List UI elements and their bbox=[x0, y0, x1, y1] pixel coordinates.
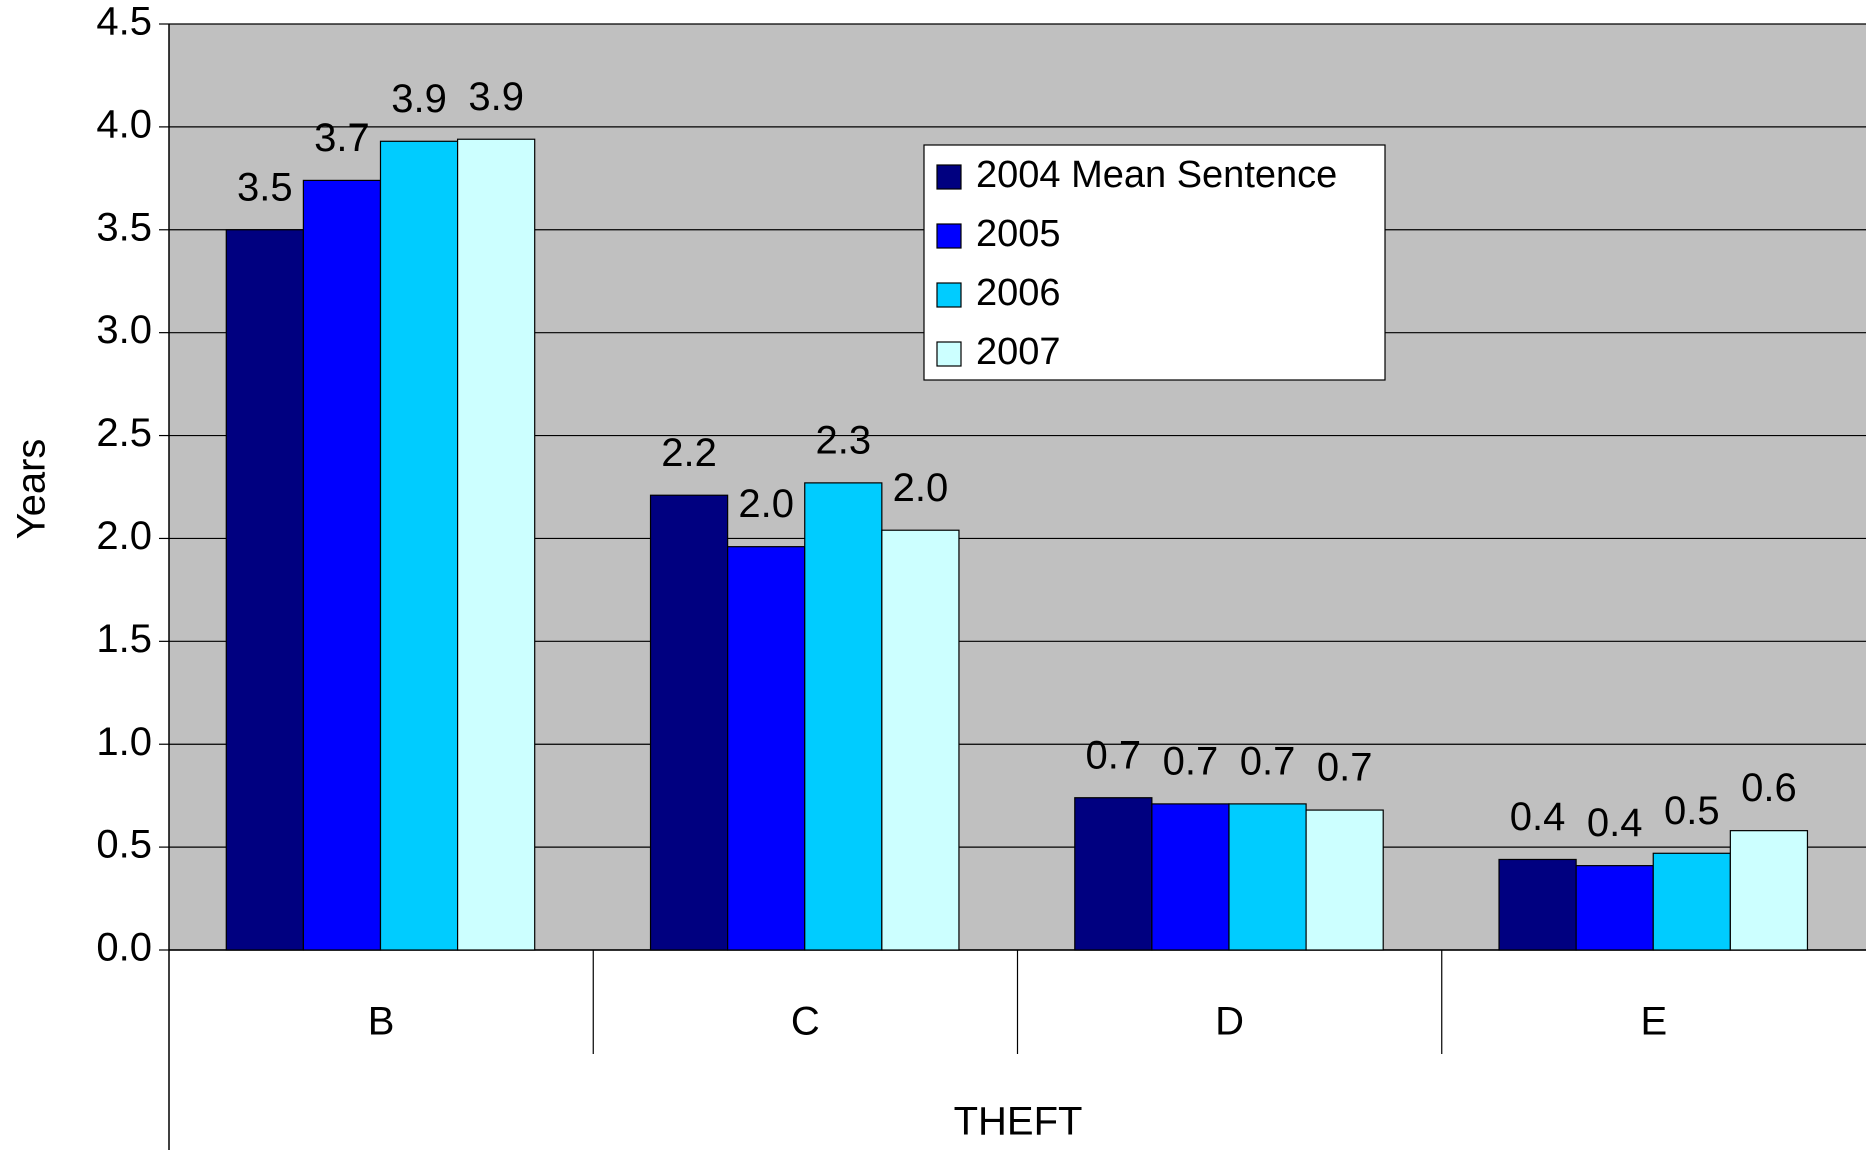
legend-swatch bbox=[936, 164, 962, 190]
y-tick-label: 3.5 bbox=[96, 205, 152, 249]
bar bbox=[1652, 852, 1731, 951]
y-tick-label: 4.0 bbox=[96, 102, 152, 146]
y-tick-label: 0.5 bbox=[96, 823, 152, 867]
data-label: 0.7 bbox=[1240, 739, 1296, 783]
bar bbox=[1151, 803, 1230, 951]
bar bbox=[1305, 809, 1384, 951]
y-axis-label: Years bbox=[10, 439, 54, 540]
data-label: 2.0 bbox=[893, 466, 949, 510]
bar bbox=[1498, 858, 1577, 951]
x-tick-label: B bbox=[368, 1000, 395, 1044]
bar bbox=[1228, 803, 1307, 951]
x-tick-label: D bbox=[1215, 1000, 1244, 1044]
data-label: 0.6 bbox=[1741, 766, 1797, 810]
x-tick-label: E bbox=[1641, 1000, 1668, 1044]
data-label: 0.5 bbox=[1664, 789, 1720, 833]
x-tick-label: C bbox=[791, 1000, 820, 1044]
legend: 2004 Mean Sentence 2005 2006 2007 bbox=[923, 144, 1386, 381]
data-label: 3.9 bbox=[468, 75, 524, 119]
legend-label: 2007 bbox=[976, 331, 1061, 373]
bar bbox=[804, 482, 883, 951]
bar bbox=[379, 140, 459, 951]
y-tick-label: 2.5 bbox=[96, 411, 152, 455]
bar bbox=[225, 229, 304, 951]
y-tick-label: 1.0 bbox=[96, 720, 152, 764]
bar bbox=[649, 494, 729, 951]
y-tick-label: 2.0 bbox=[96, 514, 152, 558]
bar bbox=[881, 529, 960, 951]
legend-label: 2006 bbox=[976, 272, 1061, 314]
bar bbox=[1575, 865, 1654, 951]
y-tick-label: 0.0 bbox=[96, 926, 152, 970]
data-label: 3.9 bbox=[391, 77, 447, 121]
data-label: 0.7 bbox=[1086, 733, 1142, 777]
bar bbox=[1074, 797, 1153, 951]
legend-box bbox=[923, 144, 1386, 381]
legend-label: 2005 bbox=[976, 213, 1061, 255]
data-label: 0.7 bbox=[1163, 739, 1219, 783]
legend-swatch bbox=[936, 341, 962, 367]
data-label: 0.7 bbox=[1317, 746, 1373, 790]
data-label: 3.5 bbox=[237, 165, 293, 209]
y-tick-label: 1.5 bbox=[96, 617, 152, 661]
y-tick-label: 4.5 bbox=[96, 0, 152, 44]
bar bbox=[727, 546, 806, 951]
data-label: 2.3 bbox=[815, 418, 871, 462]
x-axis-label: THEFT bbox=[954, 1100, 1083, 1144]
legend-label: 2004 Mean Sentence bbox=[976, 154, 1337, 196]
data-label: 2.0 bbox=[738, 482, 794, 526]
data-label: 3.7 bbox=[314, 116, 370, 160]
data-label: 2.2 bbox=[661, 431, 717, 475]
bar bbox=[302, 179, 382, 951]
legend-swatch bbox=[936, 223, 962, 249]
data-label: 0.4 bbox=[1587, 801, 1643, 845]
bar bbox=[1729, 830, 1809, 951]
legend-swatch bbox=[936, 282, 962, 308]
bar bbox=[456, 138, 536, 951]
data-label: 0.4 bbox=[1510, 795, 1566, 839]
y-tick-label: 3.0 bbox=[96, 308, 152, 352]
